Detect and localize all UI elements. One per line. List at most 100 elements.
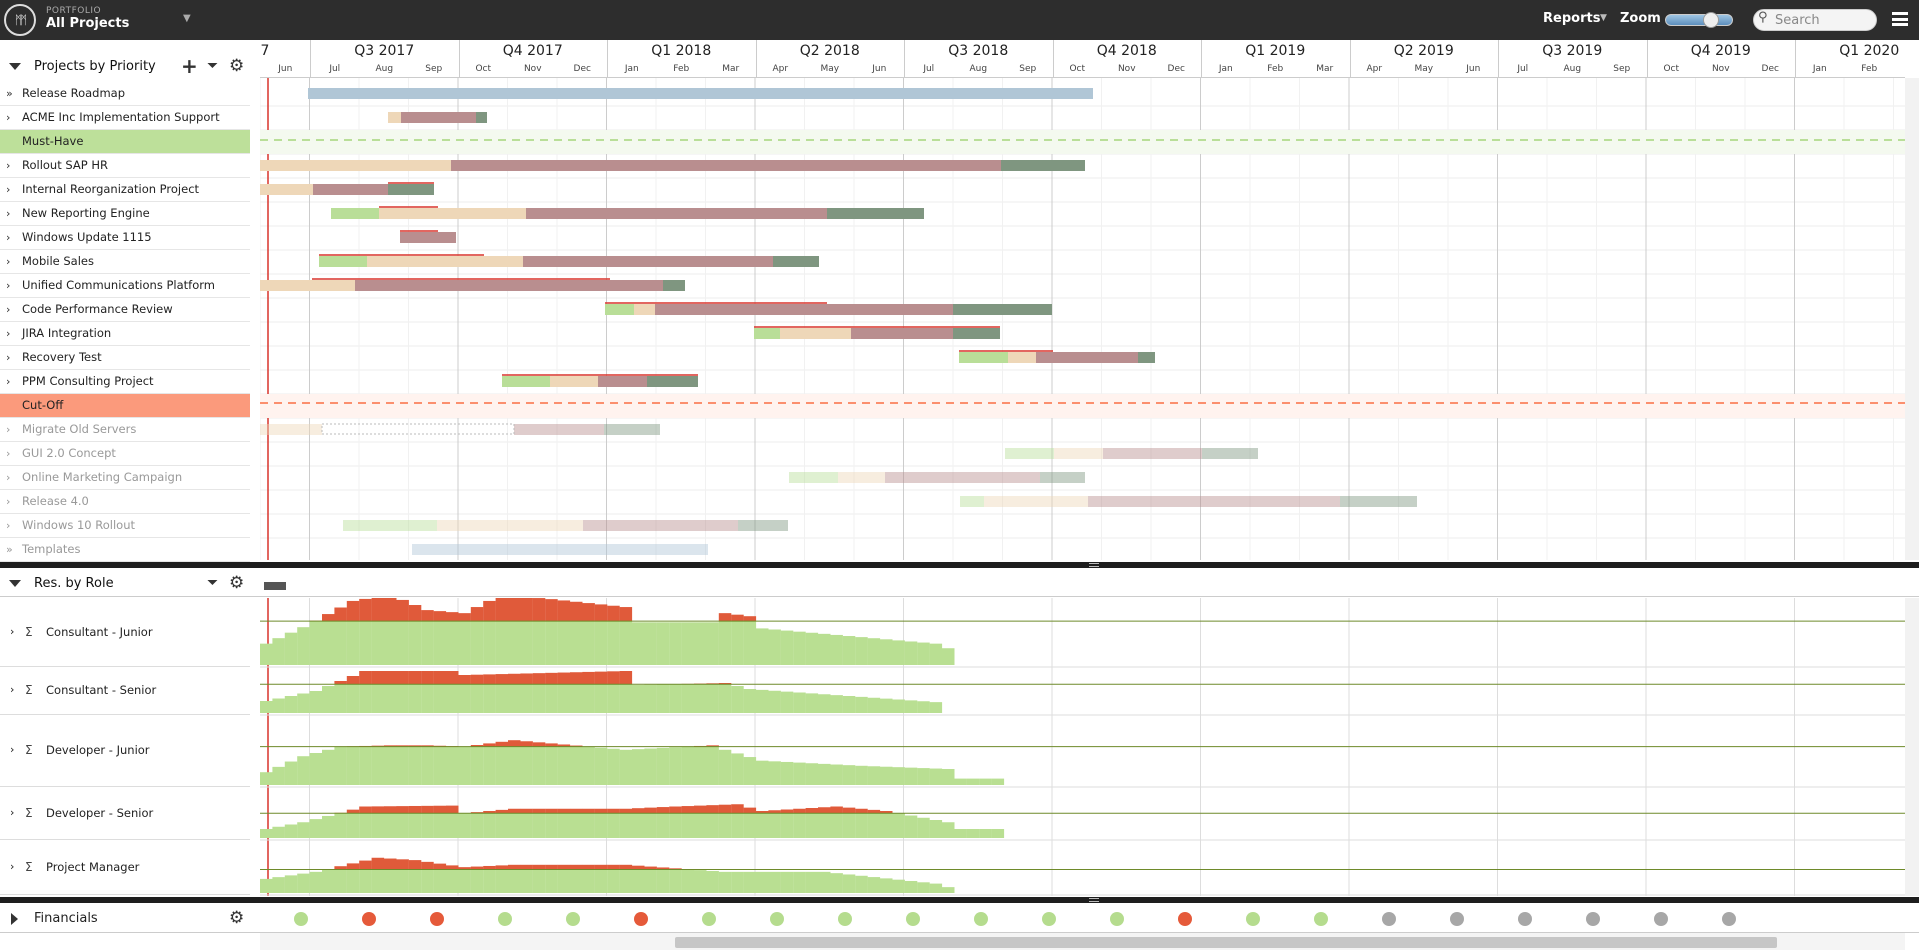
financial-status-dot[interactable]: [566, 912, 580, 926]
panel-divider[interactable]: [0, 897, 1919, 903]
chevron-right-icon[interactable]: ›: [6, 423, 11, 436]
chevron-right-icon[interactable]: ›: [6, 159, 11, 172]
collapse-triangle-icon[interactable]: [9, 580, 21, 587]
hamburger-menu-icon[interactable]: [1892, 12, 1908, 26]
filter-icon[interactable]: ⏷: [207, 575, 219, 591]
chevron-right-icon[interactable]: ›: [6, 519, 11, 532]
chevron-right-icon[interactable]: ›: [6, 207, 11, 220]
gear-icon[interactable]: ⚙: [229, 573, 245, 593]
financial-status-dot[interactable]: [1246, 912, 1260, 926]
project-row[interactable]: › Online Marketing Campaign: [0, 466, 250, 490]
project-row[interactable]: › Release 4.0: [0, 490, 250, 514]
financial-status-dot[interactable]: [702, 912, 716, 926]
chevron-right-icon[interactable]: ›: [10, 805, 15, 819]
project-row[interactable]: › Code Performance Review: [0, 298, 250, 322]
financial-status-dot[interactable]: [430, 912, 444, 926]
project-row[interactable]: › Windows 10 Rollout: [0, 514, 250, 538]
divider-grip-icon[interactable]: [1089, 563, 1099, 567]
reports-caret-icon[interactable]: ▼: [1600, 13, 1607, 23]
chevron-right-icon[interactable]: ›: [6, 471, 11, 484]
chevron-right-icon[interactable]: ›: [10, 743, 15, 756]
capacity-bar: [607, 684, 620, 713]
financial-status-dot[interactable]: [1722, 912, 1736, 926]
financial-status-dot[interactable]: [1450, 912, 1464, 926]
project-row[interactable]: › ACME Inc Implementation Support: [0, 106, 250, 130]
divider-grip-icon[interactable]: [1089, 898, 1099, 902]
financial-status-dot[interactable]: [1178, 912, 1192, 926]
chevron-right-icon[interactable]: ›: [6, 375, 11, 388]
portfolio-selector[interactable]: All Projects: [46, 16, 130, 31]
financial-status-dot[interactable]: [770, 912, 784, 926]
project-row[interactable]: › Migrate Old Servers: [0, 418, 250, 442]
double-chevron-right-icon[interactable]: »: [6, 543, 13, 556]
financial-status-dot[interactable]: [838, 912, 852, 926]
zoom-slider[interactable]: [1665, 14, 1733, 26]
gear-icon[interactable]: ⚙: [229, 56, 245, 76]
chevron-right-icon[interactable]: ›: [6, 111, 11, 124]
chevron-right-icon[interactable]: ›: [6, 495, 11, 508]
project-row[interactable]: › Unified Communications Platform: [0, 274, 250, 298]
financial-status-dot[interactable]: [362, 912, 376, 926]
financial-status-dot[interactable]: [498, 912, 512, 926]
project-row[interactable]: › Internal Reorganization Project: [0, 178, 250, 202]
financial-status-dot[interactable]: [974, 912, 988, 926]
project-row[interactable]: › New Reporting Engine: [0, 202, 250, 226]
chevron-right-icon[interactable]: ›: [10, 859, 15, 873]
must-have-separator[interactable]: Must-Have: [0, 130, 250, 154]
chevron-right-icon[interactable]: ›: [6, 183, 11, 196]
expand-triangle-icon[interactable]: [11, 913, 18, 925]
resource-role-row[interactable]: › Σ Consultant - Senior: [0, 667, 250, 715]
app-logo[interactable]: ᛗᛗ: [4, 4, 36, 36]
financial-status-dot[interactable]: [1518, 912, 1532, 926]
chevron-right-icon[interactable]: ›: [10, 624, 15, 638]
cut-off-separator[interactable]: Cut-Off: [0, 394, 250, 418]
project-row[interactable]: › GUI 2.0 Concept: [0, 442, 250, 466]
financial-status-dot[interactable]: [1654, 912, 1668, 926]
chevron-right-icon[interactable]: ›: [6, 279, 11, 292]
project-row[interactable]: › Recovery Test: [0, 346, 250, 370]
project-row[interactable]: › Rollout SAP HR: [0, 154, 250, 178]
financial-status-dot[interactable]: [1382, 912, 1396, 926]
financial-status-dot[interactable]: [1586, 912, 1600, 926]
resource-role-row[interactable]: › Σ Developer - Senior: [0, 787, 250, 840]
chevron-right-icon[interactable]: ›: [6, 327, 11, 340]
resource-role-row[interactable]: › Σ Consultant - Junior: [0, 598, 250, 667]
project-group-row[interactable]: » Release Roadmap: [0, 82, 250, 106]
panel-divider[interactable]: [0, 562, 1919, 568]
chevron-right-icon[interactable]: ›: [6, 447, 11, 460]
project-group-row[interactable]: » Templates: [0, 538, 250, 562]
capacity-bar: [743, 813, 757, 838]
plus-icon[interactable]: +: [181, 54, 198, 78]
reports-menu[interactable]: Reports: [1543, 11, 1601, 26]
capacity-bar: [718, 871, 732, 893]
gantt-vertical-scrollbar[interactable]: [1905, 78, 1919, 560]
zoom-slider-handle[interactable]: [1703, 12, 1719, 28]
filter-icon[interactable]: ⏷: [207, 58, 219, 74]
financial-status-dot[interactable]: [1314, 912, 1328, 926]
chevron-right-icon[interactable]: ›: [6, 255, 11, 268]
portfolio-dropdown-caret-icon[interactable]: ▼: [183, 13, 191, 24]
financial-status-dot[interactable]: [634, 912, 648, 926]
financial-status-dot[interactable]: [1110, 912, 1124, 926]
chevron-right-icon[interactable]: ›: [6, 303, 11, 316]
financial-status-dot[interactable]: [1042, 912, 1056, 926]
chevron-right-icon[interactable]: ›: [6, 231, 11, 244]
search-input[interactable]: [1775, 12, 1870, 28]
capacity-bar: [508, 869, 521, 893]
gear-icon[interactable]: ⚙: [229, 908, 245, 928]
project-row[interactable]: › Mobile Sales: [0, 250, 250, 274]
horizontal-scrollbar-thumb[interactable]: [675, 937, 1777, 948]
chart-type-icon[interactable]: [264, 582, 286, 590]
resource-role-row[interactable]: › Σ Developer - Junior: [0, 715, 250, 787]
collapse-triangle-icon[interactable]: [9, 63, 21, 70]
project-row[interactable]: › Windows Update 1115: [0, 226, 250, 250]
double-chevron-right-icon[interactable]: »: [6, 87, 13, 100]
resource-vertical-scrollbar[interactable]: [1905, 598, 1919, 896]
financial-status-dot[interactable]: [294, 912, 308, 926]
chevron-right-icon[interactable]: ›: [10, 683, 15, 696]
chevron-right-icon[interactable]: ›: [6, 351, 11, 364]
project-row[interactable]: › JIRA Integration: [0, 322, 250, 346]
financial-status-dot[interactable]: [906, 912, 920, 926]
project-row[interactable]: › PPM Consulting Project: [0, 370, 250, 394]
resource-role-row[interactable]: › Σ Project Manager: [0, 840, 250, 895]
